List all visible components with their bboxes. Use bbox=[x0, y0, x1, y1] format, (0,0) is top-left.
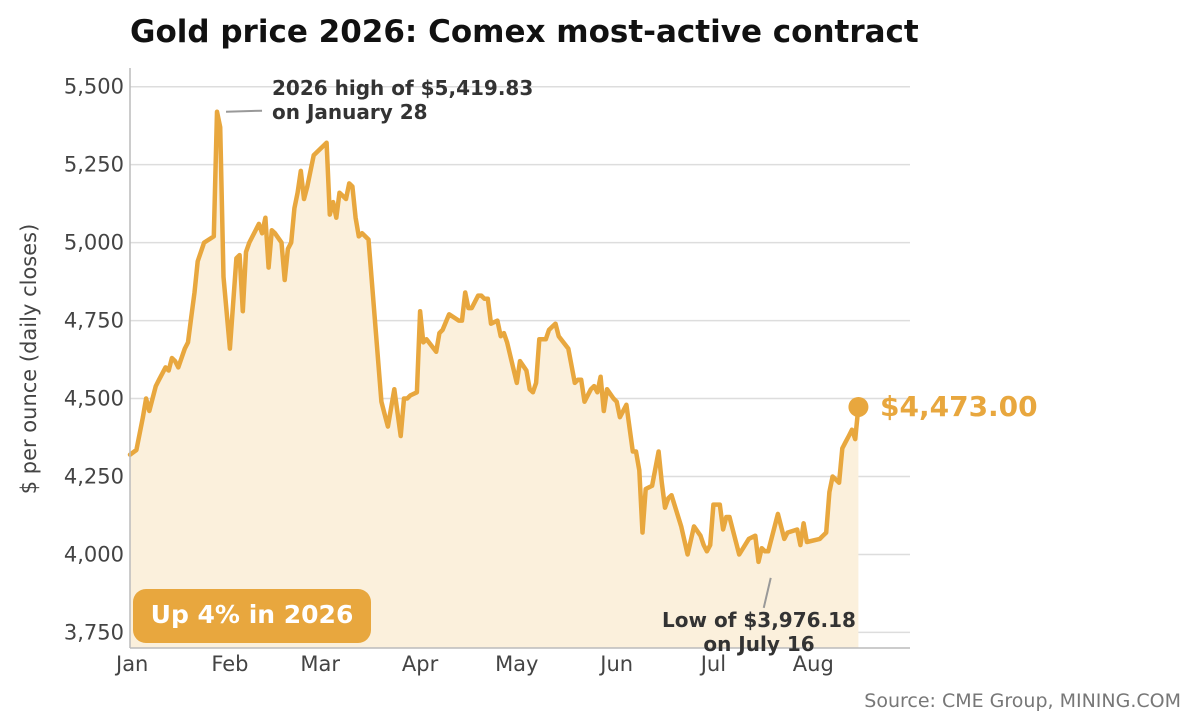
x-tick-label: Jan bbox=[114, 652, 148, 676]
x-tick-label: Feb bbox=[211, 652, 248, 676]
y-axis-label: $ per ounce (daily closes) bbox=[17, 224, 41, 495]
low-annotation-line1: Low of $3,976.18 bbox=[662, 608, 856, 632]
y-tick-label: 3,750 bbox=[64, 620, 124, 644]
high-annotation-line2: on January 28 bbox=[272, 100, 428, 124]
x-tick-label: Jun bbox=[598, 652, 633, 676]
last-price-marker bbox=[848, 396, 869, 417]
price-area-fill bbox=[130, 111, 859, 648]
y-tick-label: 5,500 bbox=[64, 75, 124, 99]
high-annotation-leader bbox=[225, 109, 263, 113]
x-tick-label: Jul bbox=[699, 652, 726, 676]
y-tick-labels: 3,750 4,000 4,250 4,500 4,750 5,000 5,250 5,500 bbox=[64, 75, 124, 645]
last-price-label: $4,473.00 bbox=[880, 390, 1038, 423]
x-tick-label: Apr bbox=[402, 652, 439, 676]
chart-title: Gold price 2026: Comex most-active contr… bbox=[130, 14, 919, 50]
high-annotation-line1: 2026 high of $5,419.83 bbox=[272, 76, 533, 100]
y-tick-label: 4,750 bbox=[64, 309, 124, 333]
ytd-badge bbox=[133, 589, 371, 643]
x-tick-labels: Jan Feb Mar Apr May Jun Jul Aug bbox=[114, 652, 834, 676]
low-annotation-line2: on July 16 bbox=[703, 632, 814, 656]
price-line bbox=[127, 109, 861, 565]
x-tick-label: Mar bbox=[300, 652, 340, 676]
source-note: Source: CME Group, MINING.COM bbox=[864, 690, 1181, 712]
low-annotation-leader bbox=[762, 577, 772, 609]
y-tick-label: 4,500 bbox=[64, 387, 124, 411]
y-tick-label: 4,000 bbox=[64, 542, 124, 566]
y-tick-label: 5,000 bbox=[64, 231, 124, 255]
y-tick-label: 4,250 bbox=[64, 464, 124, 488]
ytd-badge-text: Up 4% in 2026 bbox=[151, 600, 354, 629]
y-tick-label: 5,250 bbox=[64, 153, 124, 177]
x-tick-label: May bbox=[495, 652, 538, 676]
x-tick-label: Aug bbox=[793, 652, 834, 676]
